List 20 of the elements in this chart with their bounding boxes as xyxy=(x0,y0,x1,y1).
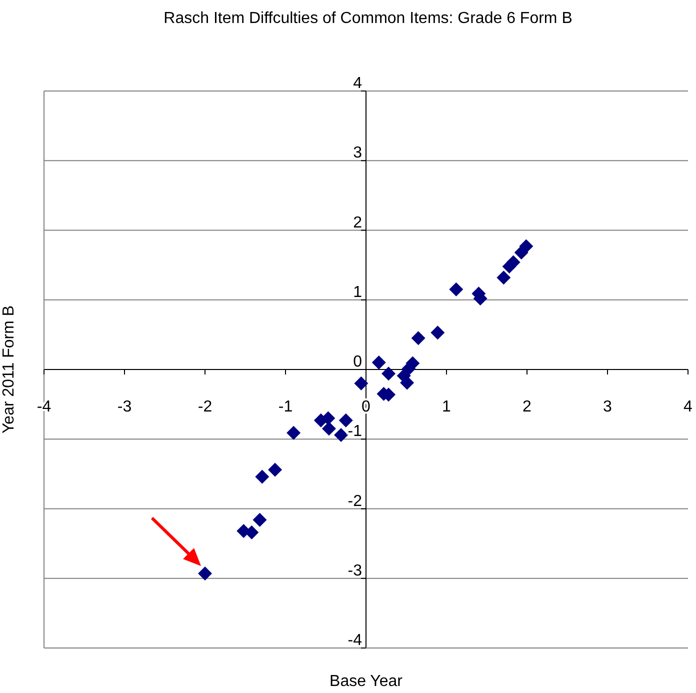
y-tick-label: -4 xyxy=(348,632,362,649)
x-tick-label: -1 xyxy=(278,398,293,416)
chart-title: Rasch Item Diffculties of Common Items: Grade 6 Form B xyxy=(162,10,574,28)
x-axis-title: Base Year xyxy=(330,673,404,690)
x-tick-label: 3 xyxy=(603,398,612,416)
y-tick-label: 2 xyxy=(353,214,362,232)
y-axis-title: Year 2011 Form B xyxy=(0,305,18,434)
y-tick-label: 3 xyxy=(353,144,362,162)
y-tick-label: 4 xyxy=(353,75,362,92)
y-tick-label: -3 xyxy=(348,562,362,580)
y-tick-label: -1 xyxy=(348,423,362,440)
x-tick-label: 2 xyxy=(522,398,532,416)
y-tick-label: -2 xyxy=(348,492,362,510)
y-tick-label: 0 xyxy=(353,354,362,370)
x-tick-label: -4 xyxy=(36,398,52,416)
y-tick-label: 1 xyxy=(353,284,362,301)
x-tick-label: -3 xyxy=(117,398,132,416)
x-tick-label: 1 xyxy=(442,398,452,416)
x-tick-label: -2 xyxy=(198,398,212,416)
x-tick-label: 4 xyxy=(684,398,693,416)
